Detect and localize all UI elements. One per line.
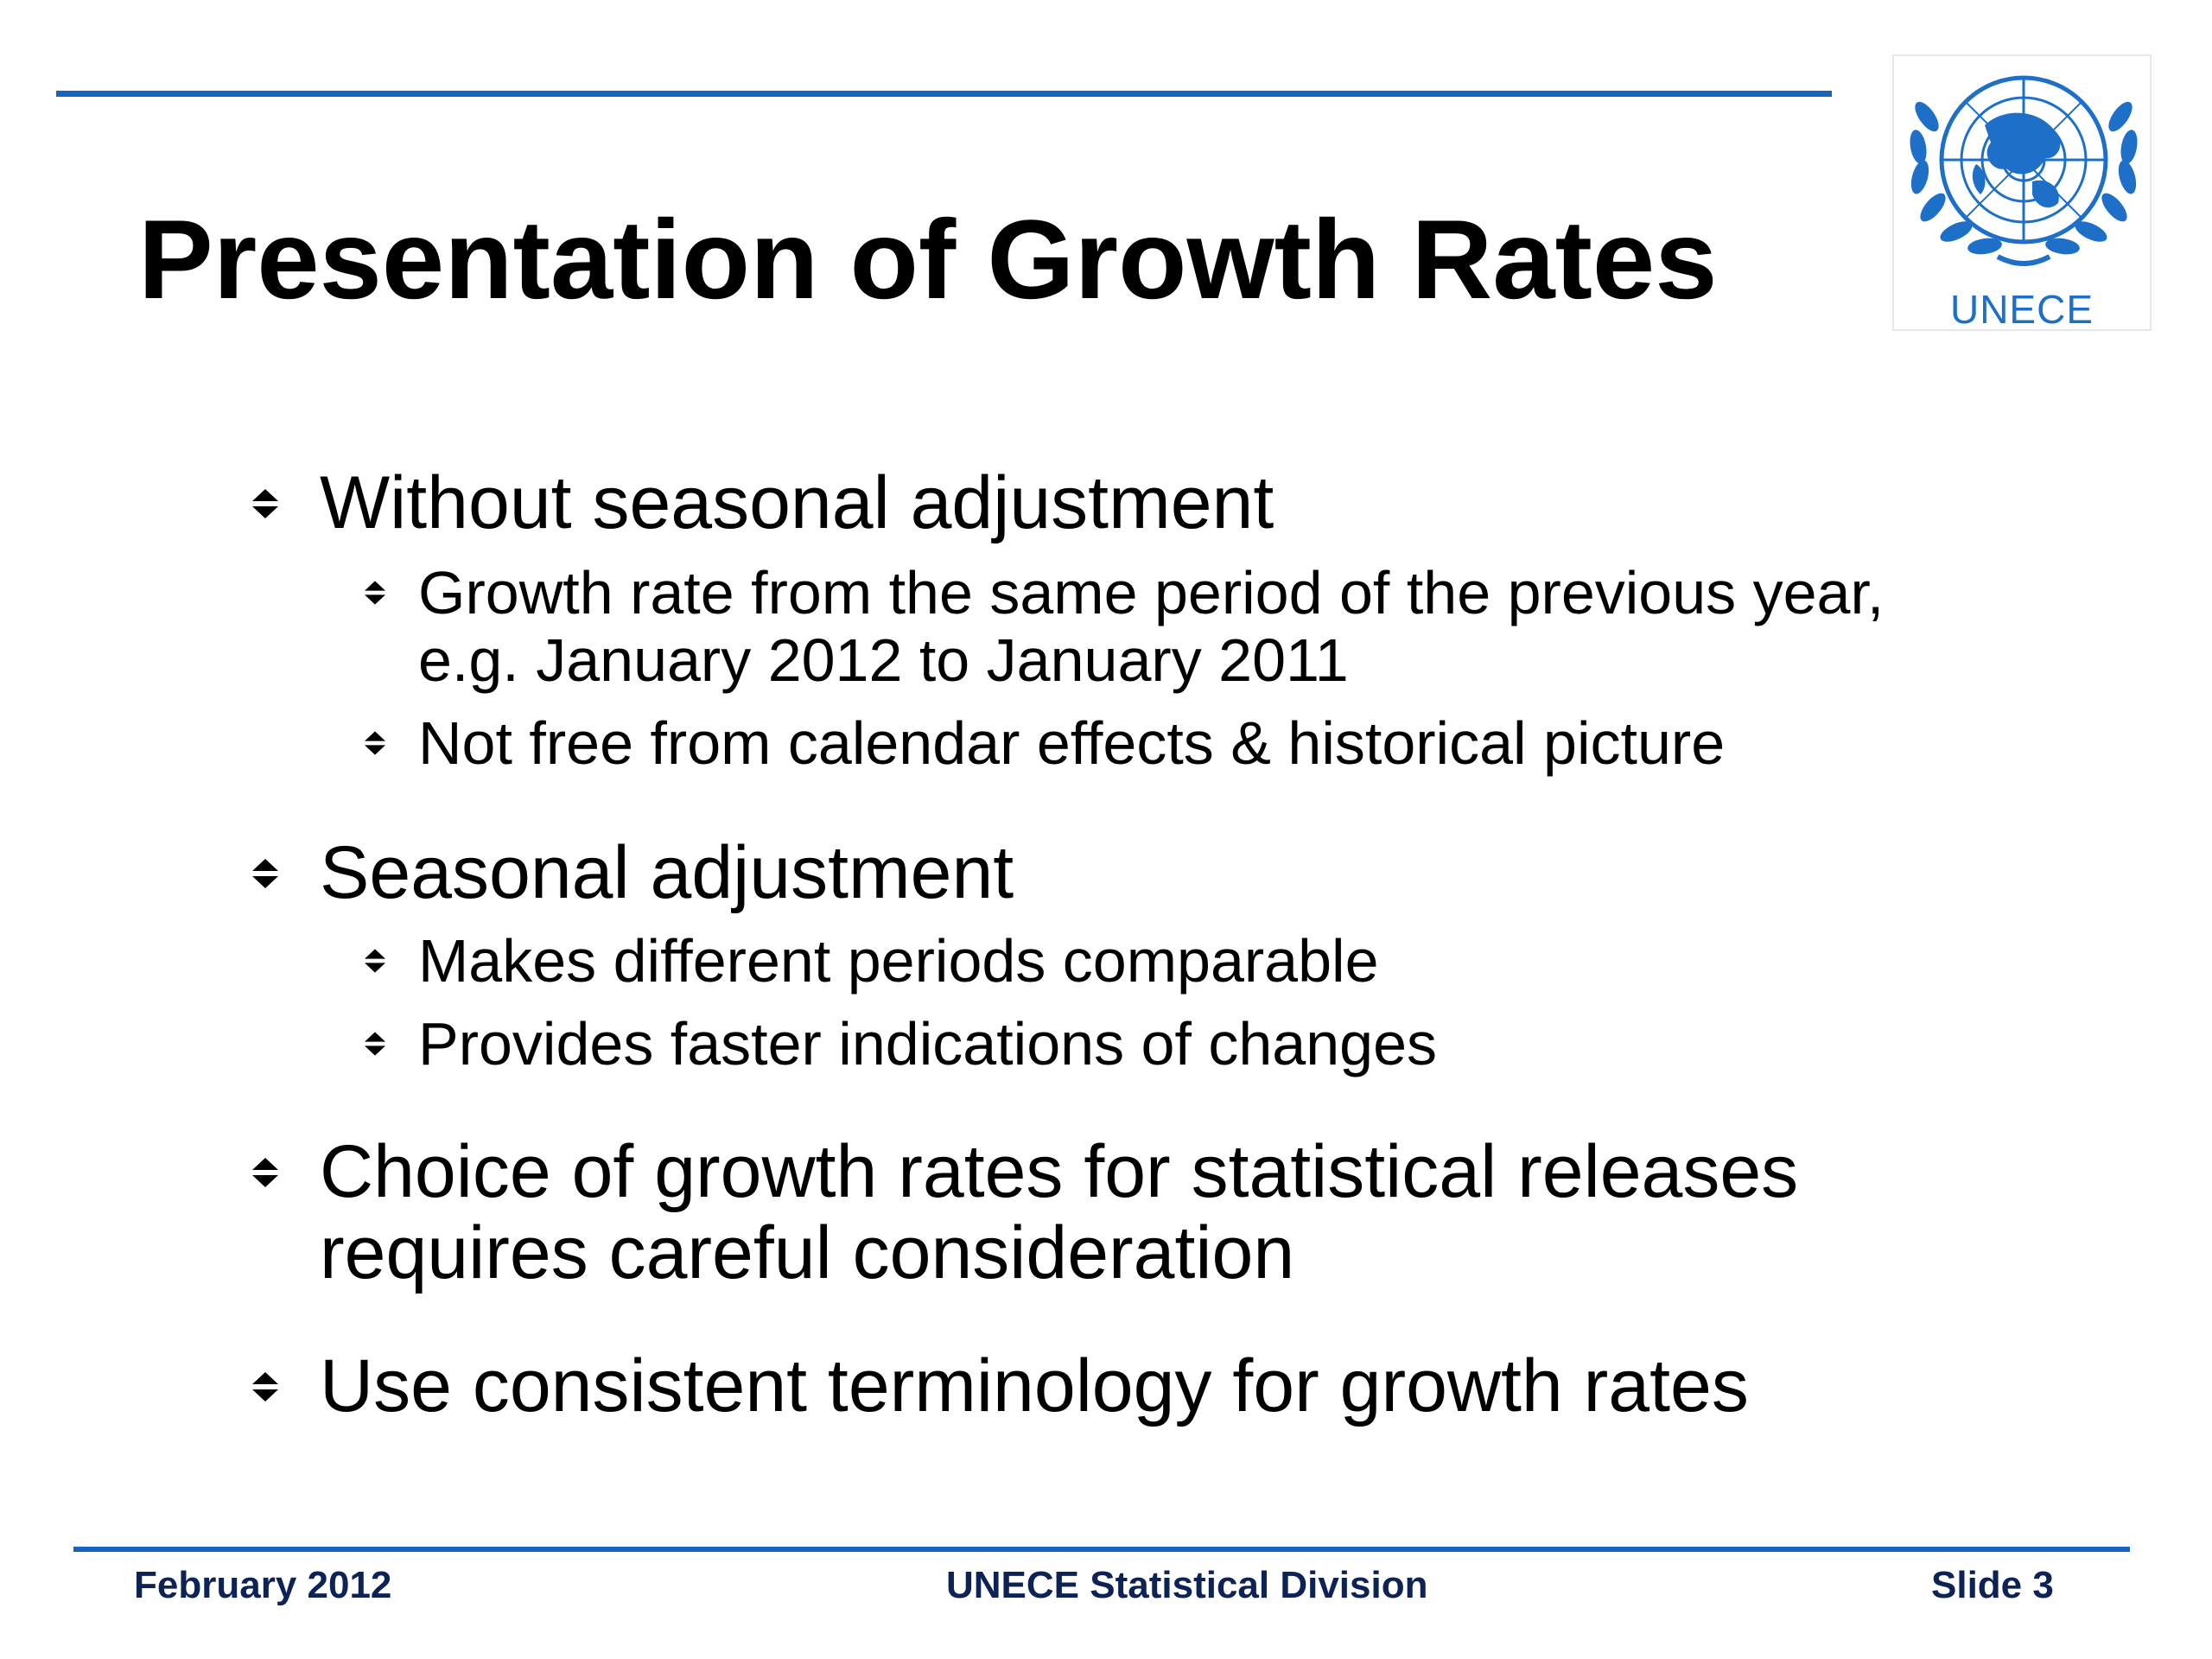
bullet-choice-of-growth-rates: Choice of growth rates for statistical r… xyxy=(252,1130,1799,1213)
double-arrow-bullet-icon xyxy=(365,581,385,605)
bullet-list: Without seasonal adjustment Growth rate … xyxy=(252,461,1885,1427)
unece-logo: UNECE xyxy=(1892,54,2152,331)
slide-title: Presentation of Growth Rates xyxy=(138,196,1718,322)
sub-bullet-faster-indications: Provides faster indications of changes xyxy=(365,1009,1437,1078)
double-arrow-bullet-icon xyxy=(252,489,278,518)
bullet-text: Without seasonal adjustment xyxy=(320,461,1274,544)
sub-bullet-line: Growth rate from the same period of the … xyxy=(418,559,1885,626)
double-arrow-bullet-icon xyxy=(365,731,385,755)
double-arrow-bullet-icon xyxy=(365,949,385,973)
sub-bullet-line: Makes different periods comparable xyxy=(418,927,1379,995)
double-arrow-bullet-icon xyxy=(252,859,278,888)
bullet-text: Use consistent terminology for growth ra… xyxy=(320,1344,1749,1427)
footer-slide-number: Slide 3 xyxy=(1931,1564,2054,1606)
sub-bullet-comparable: Makes different periods comparable xyxy=(365,926,1379,995)
footer-organization: UNECE Statistical Division xyxy=(946,1564,1428,1606)
bullet-line: Choice of growth rates for statistical r… xyxy=(320,1130,1799,1213)
bullet-choice-of-growth-rates-continued: requires careful consideration xyxy=(320,1211,1294,1294)
double-arrow-bullet-icon xyxy=(252,1158,278,1187)
bullet-text: Seasonal adjustment xyxy=(320,831,1014,914)
un-emblem-icon xyxy=(1910,75,2138,266)
sub-bullet-growth-rate: Growth rate from the same period of the … xyxy=(365,558,1885,627)
double-arrow-bullet-icon xyxy=(365,1032,385,1056)
sub-bullet-calendar-effects: Not free from calendar effects & histori… xyxy=(365,709,1726,778)
sub-bullet-line: e.g. January 2012 to January 2011 xyxy=(418,626,1349,694)
logo-label: UNECE xyxy=(1949,287,2094,332)
bullet-consistent-terminology: Use consistent terminology for growth ra… xyxy=(252,1344,1749,1427)
bullet-without-seasonal-adjustment: Without seasonal adjustment xyxy=(252,461,1274,544)
bullet-seasonal-adjustment: Seasonal adjustment xyxy=(252,831,1014,914)
sub-bullet-line: Not free from calendar effects & histori… xyxy=(418,709,1726,777)
top-divider xyxy=(56,91,1832,97)
sub-bullet-growth-rate-continued: e.g. January 2012 to January 2011 xyxy=(418,626,1349,695)
bullet-line: requires careful consideration xyxy=(320,1211,1295,1294)
double-arrow-bullet-icon xyxy=(252,1372,278,1402)
bottom-divider xyxy=(73,1547,2130,1552)
footer-date: February 2012 xyxy=(134,1564,392,1606)
sub-bullet-line: Provides faster indications of changes xyxy=(418,1010,1437,1077)
